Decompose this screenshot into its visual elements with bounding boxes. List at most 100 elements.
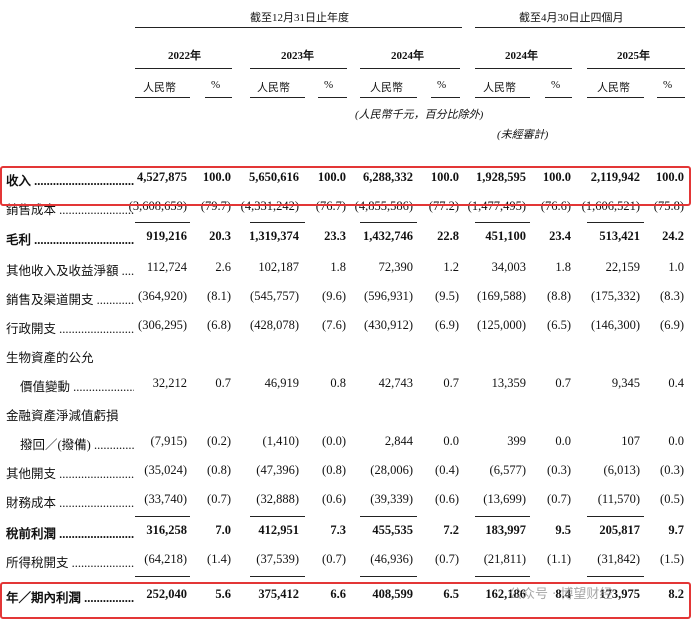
subtotal-rule [360, 516, 417, 517]
column-rule [318, 97, 347, 98]
table-cell: 0.7 [555, 376, 571, 390]
table-cell: 100.0 [542, 170, 571, 184]
table-cell: 2,119,942 [590, 170, 640, 184]
table-cell: (0.7) [322, 552, 346, 566]
table-cell: (32,888) [256, 492, 299, 506]
subtotal-rule [360, 222, 417, 223]
table-cell: (8.8) [547, 289, 571, 303]
period-full-year-header: 截至12月31日止年度 [250, 12, 349, 24]
percent-header: % [437, 79, 447, 91]
table-cell: 34,003 [491, 260, 526, 274]
table-cell: (76.7) [315, 199, 346, 213]
table-cell: (169,588) [477, 289, 526, 303]
table-cell: (545,757) [250, 289, 299, 303]
table-cell: 100.0 [202, 170, 231, 184]
year-rule [360, 68, 460, 69]
row-label: 財務成本 ...................................… [6, 496, 134, 510]
table-cell: (6.8) [207, 318, 231, 332]
table-cell: 7.2 [443, 523, 459, 537]
table-cell: (4,855,586) [354, 199, 413, 213]
table-cell: (125,000) [477, 318, 526, 332]
subtotal-rule [135, 516, 190, 517]
table-cell: 0.7 [443, 376, 459, 390]
subtotal-rule [250, 516, 305, 517]
row-label: 銷售成本 ...................................… [6, 203, 134, 217]
table-cell: 1.8 [555, 260, 571, 274]
table-cell: (1,606,521) [581, 199, 640, 213]
column-rule [657, 97, 685, 98]
table-cell: 6.6 [330, 587, 346, 601]
table-cell: (6.5) [547, 318, 571, 332]
table-cell: 205,817 [599, 523, 640, 537]
table-cell: (0.5) [660, 492, 684, 506]
table-cell: (75.8) [653, 199, 684, 213]
table-cell: 32,212 [152, 376, 187, 390]
table-cell: 513,421 [599, 229, 640, 243]
header-rule [135, 27, 462, 28]
subtotal-rule [587, 222, 644, 223]
table-cell: 9.7 [668, 523, 684, 537]
year-rule [135, 68, 232, 69]
table-cell: (0.3) [660, 463, 684, 477]
table-cell: (9.6) [322, 289, 346, 303]
table-cell: 13,359 [491, 376, 526, 390]
table-cell: 5.6 [215, 587, 231, 601]
row-label: 撥回／(撥備) ................................… [20, 438, 134, 452]
table-cell: (6.9) [435, 318, 459, 332]
column-rule [250, 97, 305, 98]
row-label: 所得稅開支 ..................................… [6, 556, 134, 570]
row-label: 行政開支 ...................................… [6, 322, 134, 336]
table-cell: 42,743 [378, 376, 413, 390]
subtotal-rule [135, 576, 190, 577]
table-cell: (4,331,242) [240, 199, 299, 213]
table-cell: (9.5) [435, 289, 459, 303]
table-cell: 8.4 [555, 587, 571, 601]
table-cell: (175,332) [591, 289, 640, 303]
table-cell: (0.7) [435, 552, 459, 566]
row-label: 其他開支 ...................................… [6, 467, 134, 481]
table-cell: 0.4 [668, 376, 684, 390]
table-cell: 7.0 [215, 523, 231, 537]
year-2023-header: 2023年 [281, 50, 314, 62]
table-cell: 6.5 [443, 587, 459, 601]
table-cell: 173,975 [599, 587, 640, 601]
table-cell: 107 [621, 434, 640, 448]
row-label: 收入 .....................................… [6, 174, 134, 188]
table-cell: (1,410) [262, 434, 299, 448]
table-cell: 100.0 [317, 170, 346, 184]
table-cell: (430,912) [364, 318, 413, 332]
revenue-highlight-box [0, 166, 691, 206]
table-cell: (0.3) [547, 463, 571, 477]
subtotal-rule [475, 576, 530, 577]
unaudited-note: (未經審計) [497, 129, 549, 141]
subtotal-rule [475, 222, 530, 223]
table-cell: (0.7) [207, 492, 231, 506]
table-cell: 162,186 [485, 587, 526, 601]
currency-header: 人民幣 [143, 82, 176, 94]
table-cell: (31,842) [597, 552, 640, 566]
table-cell: 0.8 [330, 376, 346, 390]
table-cell: (21,811) [483, 552, 526, 566]
table-cell: (364,920) [138, 289, 187, 303]
table-cell: 1,928,595 [476, 170, 526, 184]
table-cell: (428,078) [250, 318, 299, 332]
table-cell: 4,527,875 [137, 170, 187, 184]
subtotal-rule [135, 222, 190, 223]
table-cell: (0.8) [322, 463, 346, 477]
table-cell: (3,608,659) [128, 199, 187, 213]
table-cell: 455,535 [372, 523, 413, 537]
row-label: 生物資產的公允 [6, 351, 94, 365]
subtotal-rule [360, 576, 417, 577]
table-cell: 408,599 [372, 587, 413, 601]
table-cell: (596,931) [364, 289, 413, 303]
currency-header: 人民幣 [483, 82, 516, 94]
row-label: 金融資產淨減值虧損 [6, 409, 119, 423]
table-cell: (1.4) [207, 552, 231, 566]
subtotal-rule [475, 516, 530, 517]
row-label: 稅前利潤 ...................................… [6, 527, 134, 541]
column-rule [587, 97, 644, 98]
table-cell: (0.7) [547, 492, 571, 506]
table-cell: 0.7 [215, 376, 231, 390]
percent-header: % [211, 79, 221, 91]
